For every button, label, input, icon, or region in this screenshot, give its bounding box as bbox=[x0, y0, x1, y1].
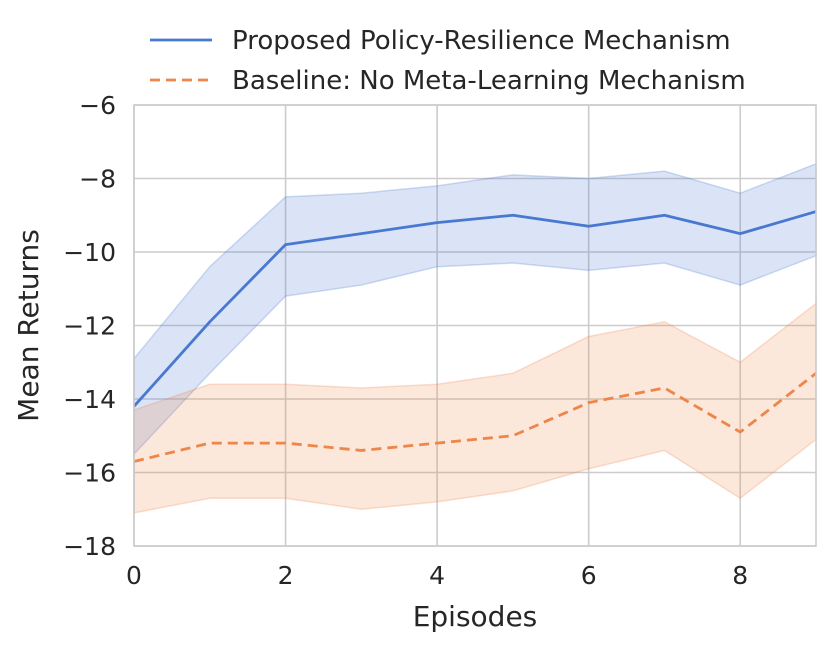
y-tick-label: −18 bbox=[63, 532, 116, 561]
x-tick-label: 0 bbox=[126, 561, 142, 590]
series-lines bbox=[132, 210, 817, 463]
y-axis-label: Mean Returns bbox=[12, 229, 45, 422]
series-line-1 bbox=[133, 372, 817, 463]
plot-frame bbox=[133, 104, 817, 547]
y-tick-label: −16 bbox=[63, 459, 116, 488]
y-tick-label: −12 bbox=[63, 312, 116, 341]
y-tick-label: −8 bbox=[79, 165, 116, 194]
series-line-0 bbox=[132, 210, 817, 408]
x-tick-label: 8 bbox=[732, 561, 748, 590]
legend-label-0: Proposed Policy-Resilience Mechanism bbox=[232, 26, 731, 56]
y-axis-ticks: −18 −16 −14 −12 −10 −8 −6 bbox=[63, 91, 116, 561]
x-tick-label: 2 bbox=[278, 561, 294, 590]
y-tick-label: −10 bbox=[63, 238, 116, 267]
y-tick-label: −6 bbox=[79, 91, 116, 120]
legend-label-1: Baseline: No Meta-Learning Mechanism bbox=[232, 66, 746, 96]
x-axis-ticks: 0 2 4 6 8 bbox=[126, 561, 748, 590]
legend: Proposed Policy-Resilience Mechanism Base… bbox=[150, 26, 746, 96]
x-tick-label: 4 bbox=[429, 561, 445, 590]
x-axis-label: Episodes bbox=[413, 600, 538, 633]
x-tick-label: 6 bbox=[581, 561, 597, 590]
confidence-bands bbox=[133, 162, 817, 514]
y-tick-label: −14 bbox=[63, 385, 116, 414]
